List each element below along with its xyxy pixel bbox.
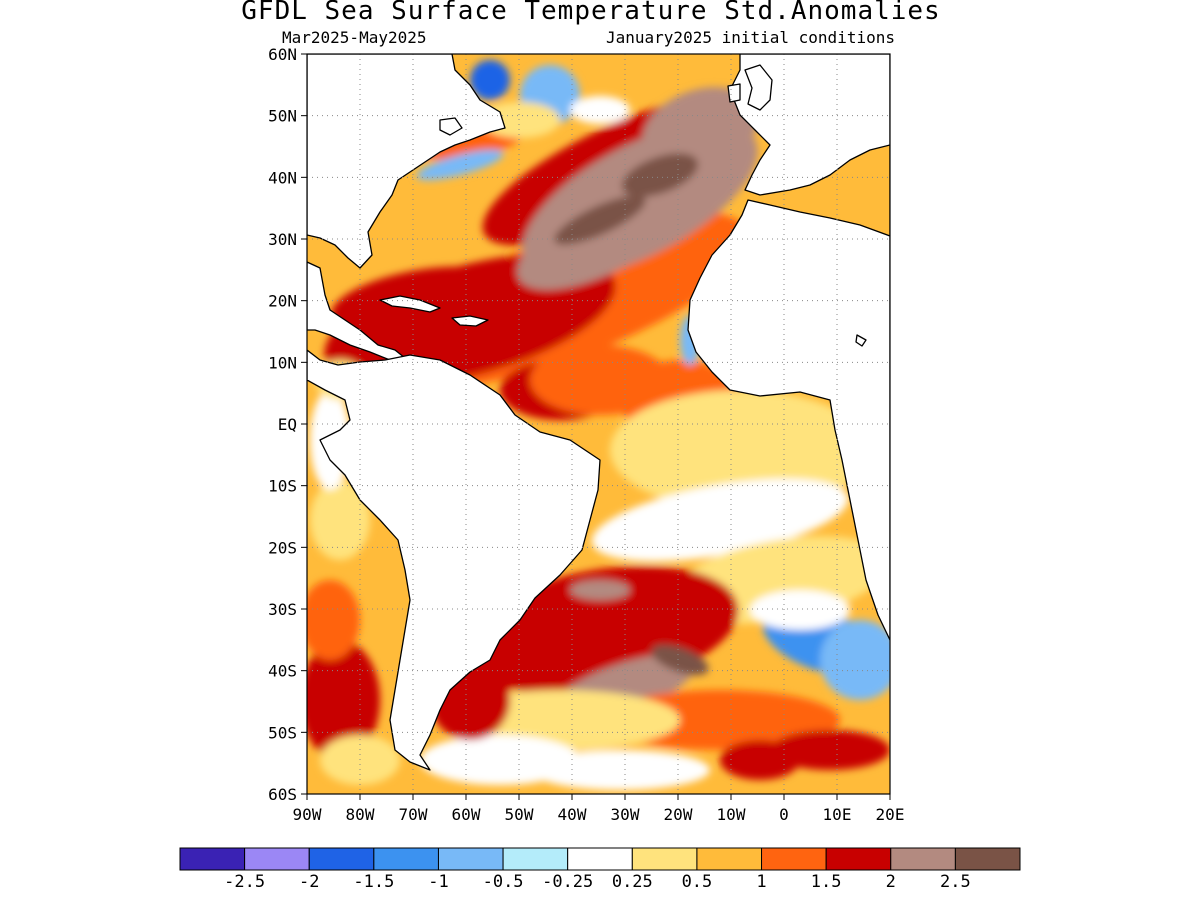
lon-tick-label: 50W bbox=[505, 805, 534, 824]
colorbar-swatch bbox=[631, 847, 698, 871]
anomaly-blob bbox=[570, 96, 630, 124]
newfoundland bbox=[439, 117, 463, 136]
colorbar-label: 2 bbox=[886, 872, 896, 892]
anomaly-blob bbox=[570, 580, 630, 600]
lat-tick-label: 20S bbox=[268, 538, 297, 557]
cape-verde bbox=[855, 334, 867, 347]
initial-conditions: January2025 initial conditions bbox=[606, 28, 895, 47]
anomaly-blob bbox=[530, 750, 710, 790]
south-america bbox=[307, 349, 601, 771]
colorbar-label: -2.5 bbox=[224, 872, 265, 892]
anomaly-blob bbox=[621, 153, 699, 197]
great-britain bbox=[744, 64, 773, 111]
anomaly-blob bbox=[310, 480, 370, 560]
colorbar-label: -2 bbox=[299, 872, 319, 892]
colorbar-swatch bbox=[373, 847, 439, 871]
lat-tick-label: 50S bbox=[268, 723, 297, 742]
anomaly-blob bbox=[820, 620, 890, 700]
colorbar-label: 0.5 bbox=[682, 872, 713, 892]
lon-tick-label: 80W bbox=[346, 805, 375, 824]
lat-tick-label: 50N bbox=[268, 107, 297, 126]
colorbar-swatch bbox=[437, 847, 504, 871]
colorbar: -2.5 -2 -1.5 -1 -0.5 -0.25 0.25 0.5 1 1.5 2 2.5 bbox=[179, 847, 1021, 892]
anomaly-blob bbox=[750, 590, 850, 630]
lat-tick-label: 40N bbox=[268, 168, 297, 187]
north-america bbox=[307, 54, 506, 269]
lat-tick-label: 10S bbox=[268, 477, 297, 496]
lon-tick-label: 40W bbox=[558, 805, 587, 824]
anomaly-blob bbox=[641, 87, 759, 173]
colorbar-swatch bbox=[502, 847, 569, 871]
africa bbox=[687, 54, 890, 641]
colorbar-swatch bbox=[308, 847, 375, 871]
colorbar-label: -0.5 bbox=[483, 872, 524, 892]
ireland bbox=[727, 83, 741, 103]
land-masses bbox=[307, 54, 890, 771]
lon-tick-label: 90W bbox=[293, 805, 322, 824]
colorbar-label: 1 bbox=[756, 872, 766, 892]
central-america bbox=[307, 261, 406, 361]
lon-tick-label: 0 bbox=[779, 805, 789, 824]
map-title: GFDL Sea Surface Temperature Std.Anomali… bbox=[241, 0, 941, 26]
anomaly-blob bbox=[470, 60, 510, 100]
anomaly-blob bbox=[770, 730, 890, 770]
lon-tick-label: 10E bbox=[823, 805, 852, 824]
colorbar-label: -1 bbox=[428, 872, 448, 892]
colorbar-swatch bbox=[244, 847, 310, 871]
colorbar-label: -1.5 bbox=[353, 872, 394, 892]
colorbar-label: 1.5 bbox=[811, 872, 842, 892]
colorbar-swatch bbox=[696, 847, 763, 871]
lon-tick-label: 30W bbox=[611, 805, 640, 824]
hispaniola bbox=[451, 315, 489, 327]
colorbar-label: -0.25 bbox=[542, 872, 593, 892]
colorbar-label: 2.5 bbox=[940, 872, 971, 892]
cuba bbox=[379, 295, 441, 313]
lat-tick-label: 30N bbox=[268, 230, 297, 249]
colorbar-swatch bbox=[825, 847, 892, 871]
lon-tick-label: 10W bbox=[717, 805, 746, 824]
forecast-period: Mar2025-May2025 bbox=[282, 28, 427, 47]
colorbar-label: 0.25 bbox=[612, 872, 653, 892]
lon-tick-label: 20E bbox=[876, 805, 905, 824]
lon-tick-label: 20W bbox=[664, 805, 693, 824]
colorbar-swatch bbox=[954, 847, 1021, 871]
lat-tick-label: 30S bbox=[268, 600, 297, 619]
colorbar-swatch bbox=[890, 847, 956, 871]
lat-tick-label: 60S bbox=[268, 785, 297, 804]
anomaly-blob bbox=[517, 190, 683, 290]
anomaly-blob bbox=[416, 149, 504, 181]
anomaly-blob bbox=[651, 644, 709, 676]
colorbar-swatch bbox=[761, 847, 827, 871]
latitude-axis: 60N 50N 40N 30N 20N 10N EQ 10S 20S 30S 40S 50S 60S bbox=[268, 45, 307, 804]
lat-tick-label: 10N bbox=[268, 353, 297, 372]
lon-tick-label: 70W bbox=[399, 805, 428, 824]
longitude-axis: 90W 80W 70W 60W 50W 40W 30W 20W 10W 0 10E 20E bbox=[293, 794, 905, 824]
anomaly-blob bbox=[307, 580, 360, 660]
colorbar-swatch bbox=[179, 847, 246, 871]
lon-tick-label: 60W bbox=[452, 805, 481, 824]
lat-tick-label: EQ bbox=[278, 415, 297, 434]
lat-tick-label: 40S bbox=[268, 662, 297, 681]
anomaly-blob bbox=[307, 640, 380, 760]
lat-tick-label: 20N bbox=[268, 292, 297, 311]
colorbar-swatch bbox=[567, 847, 633, 871]
anomaly-blob bbox=[554, 195, 646, 245]
lat-lon-grid bbox=[307, 54, 890, 794]
lat-tick-label: 60N bbox=[268, 45, 297, 64]
